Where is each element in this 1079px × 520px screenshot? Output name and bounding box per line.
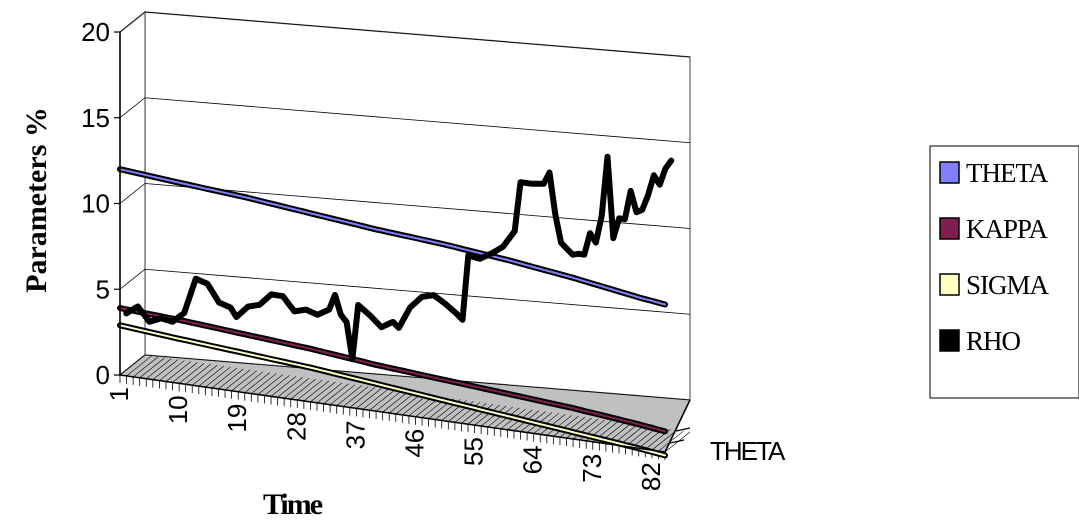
series-theta	[117, 166, 668, 308]
y-tick-label: 5	[96, 274, 110, 304]
x-tick-label: 28	[281, 412, 311, 441]
series-rho	[123, 153, 675, 363]
y-tick-label: 10	[81, 189, 110, 219]
series-kappa	[117, 305, 668, 435]
y-ticks: 0 5 10 15 20	[81, 17, 120, 390]
y-tick-label: 20	[81, 17, 110, 47]
depth-axis	[664, 399, 691, 453]
x-tick-label: 64	[518, 445, 548, 474]
legend-label: KAPPA	[966, 214, 1049, 244]
x-tick-label: 1	[104, 387, 134, 401]
series-layer	[117, 153, 675, 459]
y-axis-title: Parameters %	[20, 107, 53, 293]
legend: THETA KAPPA SIGMA RHO	[939, 158, 1051, 356]
y-tick-label: 15	[81, 103, 110, 133]
legend-label: RHO	[966, 326, 1021, 356]
x-axis-title: Time	[263, 488, 323, 520]
legend-box	[929, 145, 1079, 399]
x-tick-label: 37	[340, 420, 370, 449]
legend-label: SIGMA	[966, 270, 1050, 300]
legend-item-kappa: KAPPA	[939, 214, 1050, 244]
x-tick-label: 10	[163, 395, 193, 424]
legend-label: THETA	[966, 158, 1049, 188]
legend-item-rho: RHO	[939, 326, 1022, 356]
y-tick-label: 0	[96, 360, 110, 390]
x-tick-label: 19	[222, 404, 252, 433]
x-tick-label: 46	[399, 429, 429, 458]
x-tick-label: 55	[459, 437, 489, 466]
legend-swatch	[939, 329, 960, 352]
series-sigma	[117, 322, 668, 459]
gridlines	[119, 11, 691, 401]
x-tick-label: 73	[577, 454, 607, 483]
x-tick-label: 82	[636, 462, 666, 491]
x-axis-line	[119, 374, 666, 453]
legend-item-theta: THETA	[939, 158, 1050, 188]
legend-item-sigma: SIGMA	[939, 270, 1051, 300]
legend-swatch	[939, 217, 960, 240]
legend-swatch	[939, 161, 960, 184]
x-ticks: 1 10 19 28 37 46 55 64 73 82	[104, 387, 666, 491]
depth-axis-label: THETA	[710, 436, 786, 466]
legend-swatch	[939, 273, 960, 296]
